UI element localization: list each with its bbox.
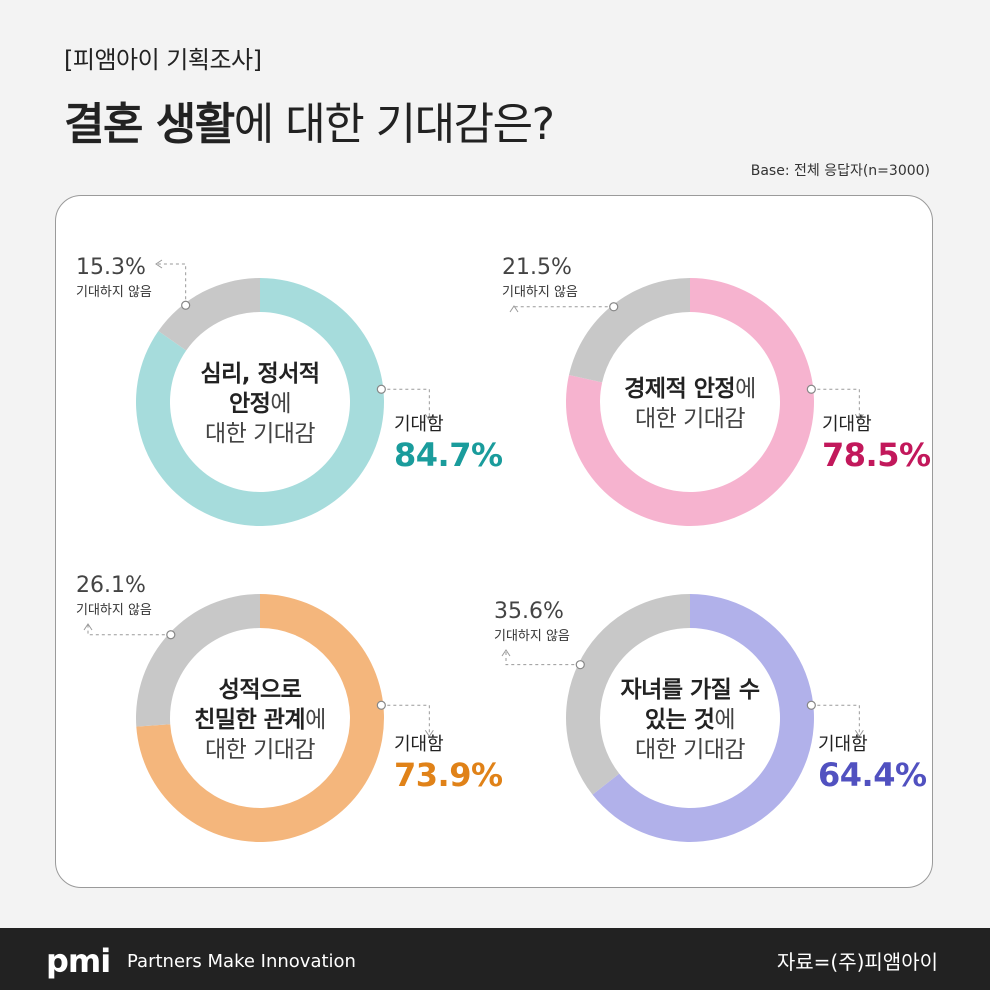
center-label-segment: 대한 기대감 xyxy=(635,406,745,432)
not-expected-value: 26.1% xyxy=(76,573,146,598)
expected-value: 64.4% xyxy=(818,756,927,794)
center-label-line: 있는 것에 xyxy=(645,707,735,733)
leader-line xyxy=(811,388,860,420)
leader-line xyxy=(513,306,614,308)
center-label-line: 친밀한 관계에 xyxy=(194,707,325,733)
title-bold: 결혼 생활 xyxy=(64,99,235,150)
center-label-segment: 에 xyxy=(735,376,756,402)
leader-arrowhead xyxy=(83,623,93,631)
not-expected-label: 기대하지 않음 xyxy=(494,629,570,644)
slice-marker-dot xyxy=(609,302,619,312)
leader-arrowhead xyxy=(854,413,864,422)
leader-line xyxy=(505,650,581,666)
center-label-line: 대한 기대감 xyxy=(635,406,745,432)
center-label-segment: 대한 기대감 xyxy=(635,737,745,763)
expected-value: 73.9% xyxy=(394,756,503,794)
center-label-line: 자녀를 가질 수 xyxy=(621,677,760,703)
slice-marker-dot xyxy=(806,700,816,710)
center-label-segment: 자녀를 가질 수 xyxy=(621,677,760,703)
center-label-segment: 있는 것 xyxy=(645,707,715,733)
center-label-segment: 친밀한 관계 xyxy=(194,707,305,733)
expected-label: 기대함 xyxy=(394,414,444,435)
center-label-line: 경제적 안정에 xyxy=(624,376,755,402)
center-label-segment: 대한 기대감 xyxy=(205,421,315,447)
leader-line xyxy=(87,624,171,636)
center-label-line: 대한 기대감 xyxy=(205,421,315,447)
leader-line xyxy=(156,263,187,306)
not-expected-value: 35.6% xyxy=(494,599,564,624)
leader-line xyxy=(381,704,430,736)
leader-arrowhead xyxy=(424,729,434,738)
expected-label: 기대함 xyxy=(822,414,872,435)
expected-value: 78.5% xyxy=(822,436,931,474)
not-expected-label: 기대하지 않음 xyxy=(76,603,152,618)
slice-marker-dot xyxy=(166,630,176,640)
center-label-segment: 경제적 안정 xyxy=(624,376,735,402)
center-label-segment: 성적으로 xyxy=(219,677,302,703)
not-expected-value: 21.5% xyxy=(502,255,572,280)
not-expected-label: 기대하지 않음 xyxy=(502,285,578,300)
center-label-segment: 에 xyxy=(305,707,326,733)
center-label-segment: 심리, 정서적 xyxy=(200,361,319,387)
not-expected-label: 기대하지 않음 xyxy=(76,285,152,300)
expected-value: 84.7% xyxy=(394,436,503,474)
base-note: Base: 전체 응답자(n=3000) xyxy=(750,163,930,179)
center-label-line: 대한 기대감 xyxy=(635,737,745,763)
center-label-segment: 대한 기대감 xyxy=(205,737,315,763)
report-kicker: [피앰아이 기획조사] xyxy=(64,46,262,74)
leader-arrowhead xyxy=(424,413,434,422)
leader-arrowhead xyxy=(155,259,163,269)
center-label-line: 대한 기대감 xyxy=(205,737,315,763)
leader-arrowhead xyxy=(501,649,511,657)
title-rest: 에 대한 기대감은? xyxy=(233,99,555,150)
slice-not-expected xyxy=(158,278,260,351)
center-label-segment: 에 xyxy=(714,707,735,733)
slice-marker-dot xyxy=(181,300,191,310)
slice-marker-dot xyxy=(575,660,585,670)
slice-marker-dot xyxy=(376,384,386,394)
center-label-line: 안정에 xyxy=(229,391,291,417)
page-title: 결혼 생활에 대한 기대감은? xyxy=(64,88,555,152)
footer-tagline: Partners Make Innovation xyxy=(127,951,356,972)
source-credit: 자료=(주)피앰아이 xyxy=(776,950,938,974)
slice-marker-dot xyxy=(806,384,816,394)
pmi-logo: pmi xyxy=(46,942,111,980)
slice-not-expected xyxy=(566,594,690,795)
center-label-segment: 안정 xyxy=(229,391,270,417)
center-label-segment: 에 xyxy=(270,391,291,417)
slice-expected xyxy=(592,594,815,842)
slice-not-expected xyxy=(136,594,260,727)
leader-line xyxy=(381,388,430,420)
leader-arrowhead xyxy=(854,729,864,738)
slice-marker-dot xyxy=(376,700,386,710)
expected-label: 기대함 xyxy=(818,734,868,755)
slice-not-expected xyxy=(568,278,690,383)
center-label-line: 성적으로 xyxy=(219,677,302,703)
footer-bar: pmi Partners Make Innovation 자료=(주)피앰아이 xyxy=(0,928,990,990)
leader-line xyxy=(811,704,860,736)
not-expected-value: 15.3% xyxy=(76,255,146,280)
center-label-line: 심리, 정서적 xyxy=(200,361,319,387)
leader-arrowhead xyxy=(509,305,519,313)
expected-label: 기대함 xyxy=(394,734,444,755)
